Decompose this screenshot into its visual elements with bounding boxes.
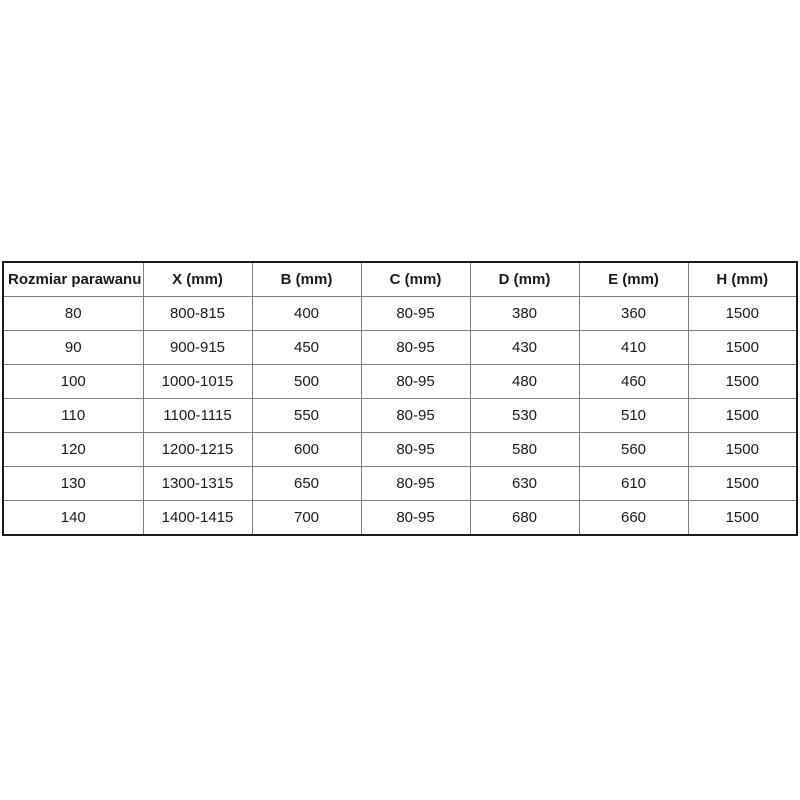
table-cell: 1500: [687, 466, 798, 501]
table-cell: 80-95: [360, 364, 471, 399]
table-cell: 580: [469, 432, 580, 467]
table-row: 90 900-915 450 80-95 430 410 1500: [2, 330, 798, 365]
table-cell: 90: [2, 330, 144, 365]
table-cell: 1100-1115: [142, 398, 253, 433]
table-row: 100 1000-1015 500 80-95 480 460 1500: [2, 364, 798, 399]
table-cell: 1500: [687, 398, 798, 433]
table-cell: 550: [251, 398, 362, 433]
table-cell: 610: [578, 466, 689, 501]
column-header-b: B (mm): [251, 261, 362, 297]
table-cell: 650: [251, 466, 362, 501]
table-cell: 1200-1215: [142, 432, 253, 467]
table-cell: 360: [578, 296, 689, 331]
column-header-c: C (mm): [360, 261, 471, 297]
table-cell: 1500: [687, 432, 798, 467]
table-body: 80 800-815 400 80-95 380 360 1500 90 900…: [2, 296, 798, 536]
table-cell: 1300-1315: [142, 466, 253, 501]
table-cell: 560: [578, 432, 689, 467]
table-cell: 80: [2, 296, 144, 331]
table-cell: 510: [578, 398, 689, 433]
table-cell: 1400-1415: [142, 500, 253, 536]
table-cell: 680: [469, 500, 580, 536]
table-cell: 120: [2, 432, 144, 467]
table-cell: 480: [469, 364, 580, 399]
table-header: Rozmiar parawanu X (mm) B (mm) C (mm) D …: [2, 261, 798, 297]
table-cell: 80-95: [360, 466, 471, 501]
table-cell: 460: [578, 364, 689, 399]
column-header-e: E (mm): [578, 261, 689, 297]
table-cell: 700: [251, 500, 362, 536]
column-header-h: H (mm): [687, 261, 798, 297]
table-cell: 1500: [687, 500, 798, 536]
table-cell: 410: [578, 330, 689, 365]
column-header-x: X (mm): [142, 261, 253, 297]
column-header-rozmiar: Rozmiar parawanu: [2, 261, 144, 297]
table-row: 120 1200-1215 600 80-95 580 560 1500: [2, 432, 798, 467]
table-cell: 380: [469, 296, 580, 331]
table-cell: 800-815: [142, 296, 253, 331]
table-cell: 100: [2, 364, 144, 399]
table-cell: 1500: [687, 296, 798, 331]
table-cell: 500: [251, 364, 362, 399]
header-row: Rozmiar parawanu X (mm) B (mm) C (mm) D …: [2, 261, 798, 297]
table-cell: 630: [469, 466, 580, 501]
table-cell: 1000-1015: [142, 364, 253, 399]
table-cell: 80-95: [360, 296, 471, 331]
table-cell: 140: [2, 500, 144, 536]
table-cell: 80-95: [360, 500, 471, 536]
table-cell: 1500: [687, 364, 798, 399]
table-cell: 660: [578, 500, 689, 536]
table-row: 140 1400-1415 700 80-95 680 660 1500: [2, 500, 798, 536]
table-cell: 900-915: [142, 330, 253, 365]
table-cell: 1500: [687, 330, 798, 365]
table-cell: 430: [469, 330, 580, 365]
table-row: 110 1100-1115 550 80-95 530 510 1500: [2, 398, 798, 433]
dimension-table: Rozmiar parawanu X (mm) B (mm) C (mm) D …: [2, 261, 798, 536]
table-row: 80 800-815 400 80-95 380 360 1500: [2, 296, 798, 331]
table-cell: 400: [251, 296, 362, 331]
table-cell: 80-95: [360, 398, 471, 433]
table-cell: 80-95: [360, 330, 471, 365]
dimension-table-container: Rozmiar parawanu X (mm) B (mm) C (mm) D …: [2, 261, 798, 536]
table-cell: 130: [2, 466, 144, 501]
table-cell: 530: [469, 398, 580, 433]
table-cell: 600: [251, 432, 362, 467]
table-cell: 110: [2, 398, 144, 433]
column-header-d: D (mm): [469, 261, 580, 297]
table-cell: 80-95: [360, 432, 471, 467]
table-row: 130 1300-1315 650 80-95 630 610 1500: [2, 466, 798, 501]
table-cell: 450: [251, 330, 362, 365]
